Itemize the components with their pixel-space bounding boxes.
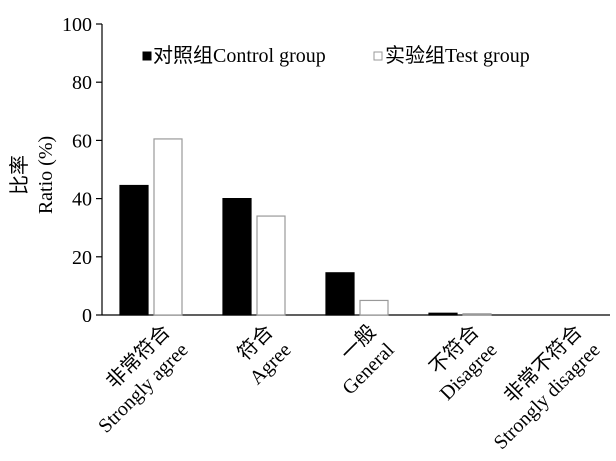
bar-control: [325, 272, 355, 316]
y-tick-label: 40: [72, 189, 92, 211]
legend-label-test: 实验组Test group: [385, 44, 530, 67]
bar-test: [256, 215, 286, 316]
y-axis-title-en: Ratio (%): [35, 136, 57, 214]
bar-control: [428, 312, 458, 316]
bar-test: [153, 138, 183, 316]
bar-control: [222, 198, 252, 316]
bar-test: [462, 313, 492, 316]
legend-swatch-control: [142, 51, 152, 61]
y-axis-title-zh: 比率: [8, 155, 31, 195]
bar-test: [359, 299, 389, 316]
y-tick-label: 100: [62, 14, 92, 36]
bar-control: [119, 184, 149, 316]
y-tick-label: 80: [72, 72, 92, 94]
y-tick-label: 0: [82, 305, 92, 327]
legend-swatch-test: [373, 51, 383, 61]
y-tick-label: 20: [72, 247, 92, 269]
legend-label-control: 对照组Control group: [153, 44, 326, 67]
y-tick-label: 60: [72, 130, 92, 152]
